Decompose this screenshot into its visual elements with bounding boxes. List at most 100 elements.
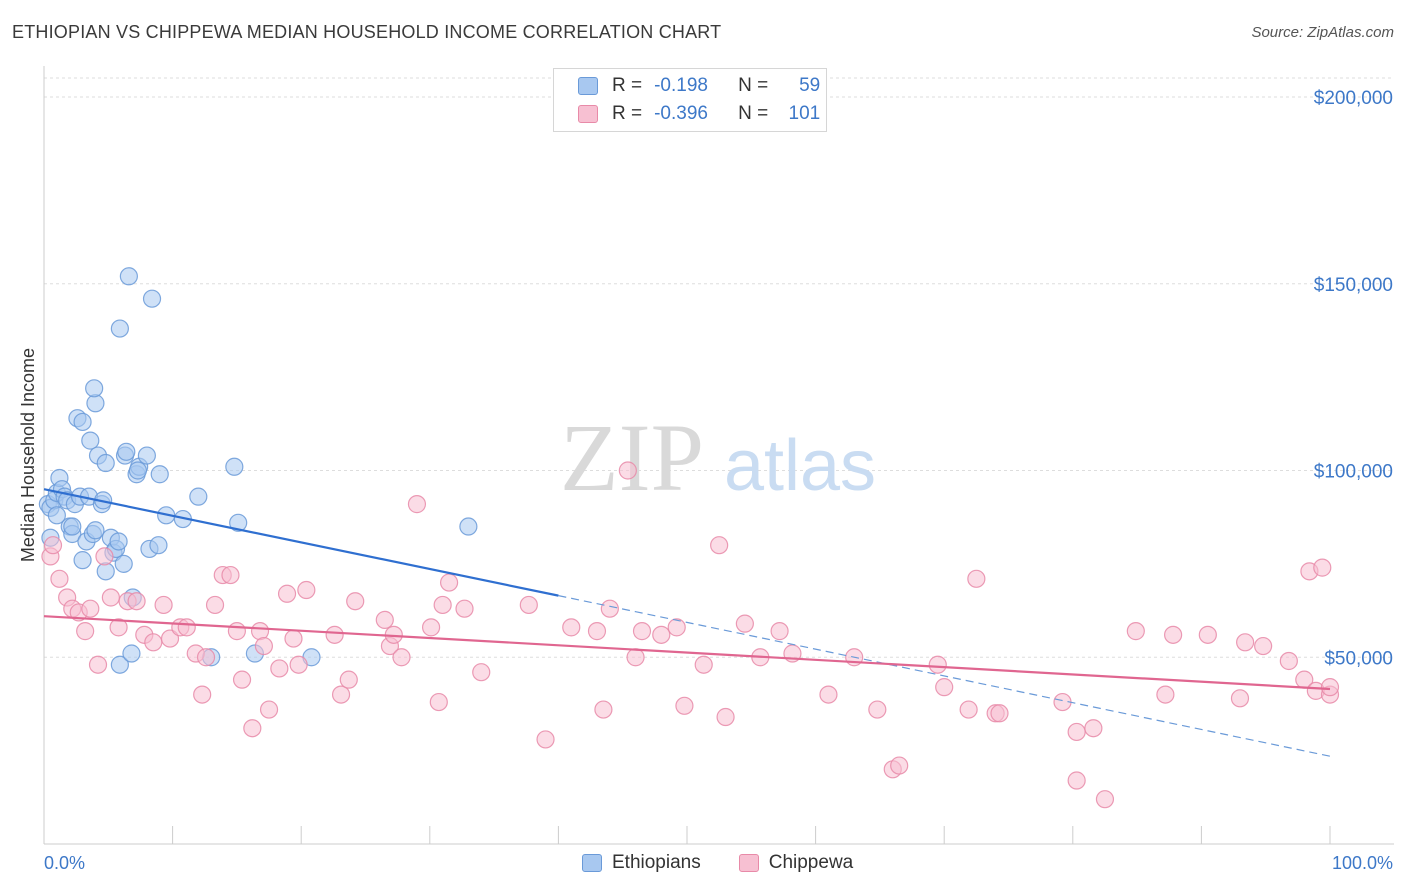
legend-n-label: N = — [738, 75, 769, 96]
data-point-chippewa — [600, 599, 619, 618]
data-point-chippewa — [868, 700, 887, 719]
data-point-chippewa — [144, 633, 163, 652]
data-point-ethiopians — [110, 319, 129, 338]
x-tick-label: 0.0% — [44, 853, 85, 873]
trend-line-chippewa — [43, 615, 1331, 691]
data-point-chippewa — [375, 610, 394, 630]
data-point-chippewa — [675, 696, 694, 715]
x-tick-label: 100.0% — [1332, 853, 1393, 873]
data-point-chippewa — [254, 636, 274, 656]
legend-swatch-chippewa — [578, 105, 598, 123]
data-point-chippewa — [421, 618, 441, 637]
data-point-chippewa — [297, 580, 316, 600]
legend-n-value: 59 — [799, 75, 821, 96]
data-point-chippewa — [632, 622, 652, 641]
data-point-chippewa — [735, 614, 754, 633]
data-point-chippewa — [429, 692, 448, 712]
data-point-chippewa — [667, 618, 686, 637]
data-point-ethiopians — [114, 554, 133, 573]
data-point-chippewa — [716, 707, 735, 727]
data-point-chippewa — [339, 670, 358, 689]
data-point-chippewa — [243, 719, 262, 738]
data-point-chippewa — [193, 685, 212, 704]
data-point-chippewa — [270, 659, 289, 678]
legend-r-label: R = — [612, 103, 643, 124]
data-point-chippewa — [1164, 625, 1183, 644]
data-point-chippewa — [331, 685, 351, 704]
data-point-chippewa — [346, 592, 365, 611]
legend-row-chippewa: R = -0.396 N = 101 — [578, 101, 820, 127]
watermark-atlas: atlas — [724, 426, 876, 506]
data-point-chippewa — [277, 584, 297, 603]
y-axis-label: Median Household Income — [18, 348, 38, 562]
data-point-ethiopians — [149, 536, 168, 555]
data-point-chippewa — [250, 622, 270, 641]
data-point-ethiopians — [225, 457, 244, 476]
data-point-chippewa — [95, 547, 114, 566]
data-point-ethiopians — [150, 465, 169, 484]
data-point-ethiopians — [73, 412, 92, 432]
series-chippewa — [41, 461, 1340, 809]
data-point-chippewa — [433, 595, 452, 615]
data-point-chippewa — [227, 622, 246, 641]
data-point-chippewa — [890, 756, 909, 775]
data-point-ethiopians — [128, 461, 147, 480]
data-point-ethiopians — [63, 517, 82, 536]
data-point-chippewa — [1254, 636, 1273, 656]
y-tick-label: $150,000 — [1314, 275, 1393, 296]
legend-label-chippewa: Chippewa — [768, 852, 854, 873]
data-point-chippewa — [259, 700, 279, 719]
legend-n-value: 101 — [788, 103, 821, 124]
data-point-chippewa — [694, 655, 713, 674]
legend-r-value: -0.198 — [654, 75, 708, 96]
data-point-chippewa — [325, 625, 344, 644]
data-point-ethiopians — [229, 513, 248, 532]
data-point-chippewa — [990, 704, 1009, 723]
data-point-chippewa — [455, 599, 474, 618]
source-label: Source: ZipAtlas.com — [1251, 24, 1394, 41]
data-point-chippewa — [76, 622, 95, 641]
data-point-chippewa — [626, 648, 645, 667]
data-point-chippewa — [50, 569, 69, 588]
data-point-chippewa — [284, 629, 303, 648]
trend-line-ethiopians-extension — [558, 595, 1331, 757]
data-point-chippewa — [652, 625, 671, 644]
data-point-chippewa — [1279, 651, 1298, 671]
data-point-chippewa — [536, 730, 555, 749]
data-point-chippewa — [109, 618, 128, 637]
data-point-chippewa — [160, 629, 180, 648]
data-point-ethiopians — [137, 446, 156, 465]
data-point-chippewa — [392, 648, 411, 667]
legend-r-value: -0.396 — [654, 103, 708, 124]
data-point-chippewa — [101, 588, 120, 607]
y-tick-label: $100,000 — [1314, 462, 1393, 483]
legend-label-ethiopians: Ethiopians — [612, 852, 701, 873]
data-point-ethiopians — [73, 551, 92, 570]
data-point-chippewa — [1156, 685, 1175, 704]
trend-line-ethiopians — [43, 488, 559, 597]
data-point-chippewa — [177, 618, 196, 637]
legend-n-label: N = — [738, 103, 769, 124]
data-point-chippewa — [43, 536, 63, 555]
data-point-ethiopians — [81, 431, 100, 450]
data-point-chippewa — [221, 565, 240, 585]
data-point-chippewa — [770, 622, 789, 641]
data-point-chippewa — [959, 700, 978, 719]
data-point-chippewa — [1067, 722, 1086, 742]
data-point-chippewa — [1095, 790, 1115, 809]
chart-title: ETHIOPIAN VS CHIPPEWA MEDIAN HOUSEHOLD I… — [12, 22, 722, 42]
data-point-chippewa — [1236, 633, 1255, 652]
data-point-chippewa — [1067, 771, 1086, 790]
data-point-chippewa — [1084, 719, 1103, 738]
data-point-chippewa — [1198, 625, 1217, 644]
data-point-chippewa — [1230, 689, 1250, 708]
data-point-chippewa — [81, 599, 100, 618]
data-point-chippewa — [196, 648, 216, 667]
correlation-legend: R = -0.198 N = 59 R = -0.396 N = 101 — [553, 68, 827, 132]
data-point-chippewa — [935, 678, 954, 697]
legend-swatch-ethiopians — [578, 77, 598, 95]
data-point-ethiopians — [109, 532, 128, 551]
data-point-ethiopians — [85, 379, 104, 398]
data-point-chippewa — [710, 536, 729, 555]
